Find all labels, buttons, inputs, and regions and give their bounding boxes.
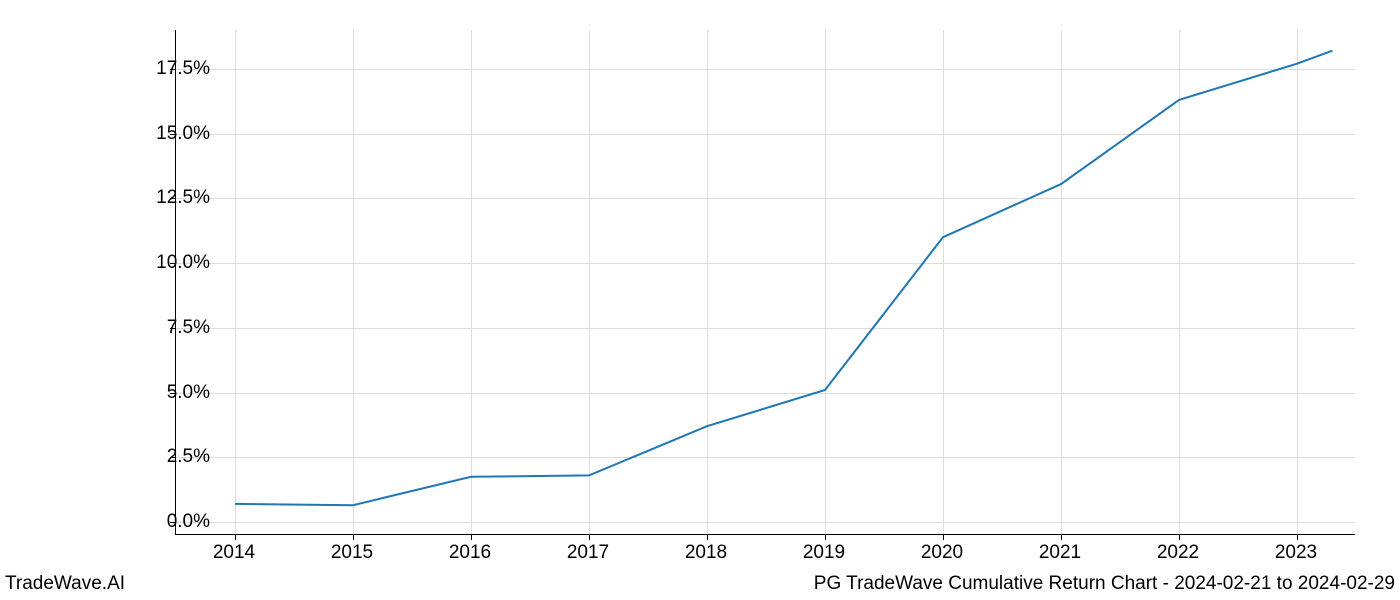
x-axis-label: 2016 bbox=[449, 542, 491, 564]
x-tick-mark bbox=[707, 534, 708, 540]
data-line bbox=[235, 51, 1332, 506]
y-axis-label: 5.0% bbox=[167, 382, 210, 404]
x-axis-label: 2017 bbox=[567, 542, 609, 564]
y-axis-label: 10.0% bbox=[156, 252, 210, 274]
line-chart-svg bbox=[176, 30, 1355, 534]
y-axis-label: 7.5% bbox=[167, 317, 210, 339]
x-tick-mark bbox=[943, 534, 944, 540]
x-axis-label: 2021 bbox=[1039, 542, 1081, 564]
y-axis-label: 2.5% bbox=[167, 446, 210, 468]
x-axis-label: 2023 bbox=[1275, 542, 1317, 564]
x-tick-mark bbox=[589, 534, 590, 540]
x-axis-label: 2014 bbox=[213, 542, 255, 564]
x-axis-label: 2022 bbox=[1157, 542, 1199, 564]
y-axis-label: 15.0% bbox=[156, 123, 210, 145]
x-tick-mark bbox=[825, 534, 826, 540]
x-tick-mark bbox=[353, 534, 354, 540]
x-tick-mark bbox=[1297, 534, 1298, 540]
y-axis-label: 17.5% bbox=[156, 58, 210, 80]
footer-left-text: TradeWave.AI bbox=[5, 573, 125, 595]
x-axis-label: 2020 bbox=[921, 542, 963, 564]
chart-container bbox=[175, 30, 1355, 535]
x-tick-mark bbox=[471, 534, 472, 540]
x-axis-label: 2019 bbox=[803, 542, 845, 564]
x-tick-mark bbox=[1061, 534, 1062, 540]
x-axis-label: 2018 bbox=[685, 542, 727, 564]
footer-right-text: PG TradeWave Cumulative Return Chart - 2… bbox=[814, 573, 1395, 595]
y-axis-label: 0.0% bbox=[167, 511, 210, 533]
plot-area bbox=[175, 30, 1355, 535]
y-axis-label: 12.5% bbox=[156, 187, 210, 209]
x-axis-label: 2015 bbox=[331, 542, 373, 564]
x-tick-mark bbox=[1179, 534, 1180, 540]
x-tick-mark bbox=[235, 534, 236, 540]
